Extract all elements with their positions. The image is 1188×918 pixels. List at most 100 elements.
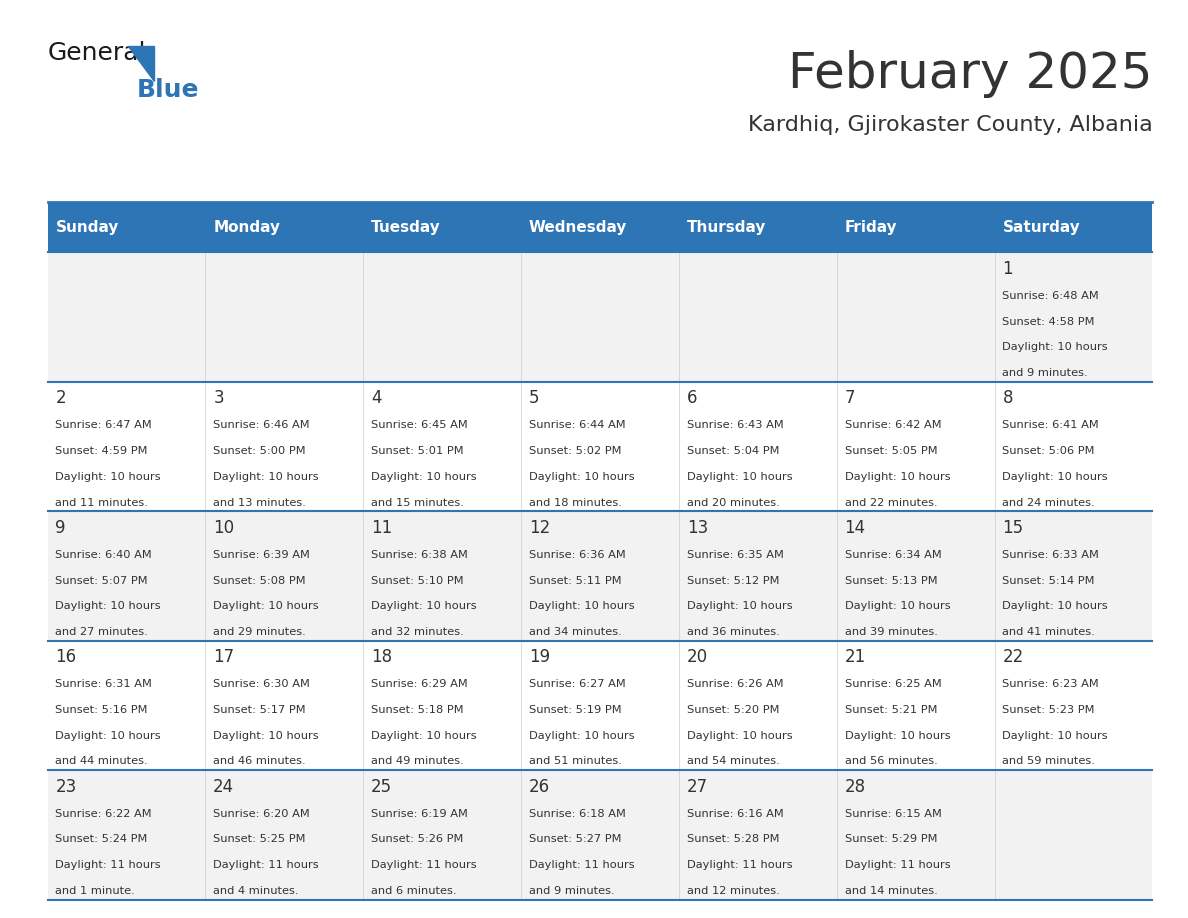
Text: 6: 6 <box>687 389 697 408</box>
Text: Blue: Blue <box>137 78 200 102</box>
Text: 7: 7 <box>845 389 855 408</box>
Text: Sunrise: 6:25 AM: Sunrise: 6:25 AM <box>845 679 941 689</box>
Text: and 32 minutes.: and 32 minutes. <box>371 627 463 637</box>
Text: Sunrise: 6:38 AM: Sunrise: 6:38 AM <box>371 550 468 560</box>
Text: Sunrise: 6:26 AM: Sunrise: 6:26 AM <box>687 679 783 689</box>
Text: Daylight: 11 hours: Daylight: 11 hours <box>845 860 950 870</box>
Text: Sunrise: 6:18 AM: Sunrise: 6:18 AM <box>529 809 626 819</box>
Text: Sunset: 5:14 PM: Sunset: 5:14 PM <box>1003 576 1095 586</box>
FancyBboxPatch shape <box>522 641 678 770</box>
Text: Sunset: 5:06 PM: Sunset: 5:06 PM <box>1003 446 1095 456</box>
Text: 13: 13 <box>687 519 708 537</box>
Text: and 46 minutes.: and 46 minutes. <box>213 756 305 767</box>
FancyBboxPatch shape <box>522 511 678 641</box>
Text: 5: 5 <box>529 389 539 408</box>
Text: and 15 minutes.: and 15 minutes. <box>371 498 465 508</box>
Text: and 51 minutes.: and 51 minutes. <box>529 756 621 767</box>
Text: Sunset: 5:29 PM: Sunset: 5:29 PM <box>845 834 937 845</box>
FancyBboxPatch shape <box>522 770 678 900</box>
FancyBboxPatch shape <box>522 252 678 382</box>
Text: and 36 minutes.: and 36 minutes. <box>687 627 779 637</box>
Text: Sunrise: 6:22 AM: Sunrise: 6:22 AM <box>56 809 152 819</box>
Text: Daylight: 10 hours: Daylight: 10 hours <box>845 601 950 611</box>
Text: Monday: Monday <box>213 219 280 235</box>
Text: Sunrise: 6:45 AM: Sunrise: 6:45 AM <box>371 420 468 431</box>
Text: 15: 15 <box>1003 519 1024 537</box>
Text: Sunrise: 6:34 AM: Sunrise: 6:34 AM <box>845 550 941 560</box>
Text: Daylight: 10 hours: Daylight: 10 hours <box>371 472 476 482</box>
Text: and 44 minutes.: and 44 minutes. <box>56 756 148 767</box>
Text: and 24 minutes.: and 24 minutes. <box>1003 498 1095 508</box>
Text: February 2025: February 2025 <box>788 50 1152 98</box>
Text: Sunset: 5:16 PM: Sunset: 5:16 PM <box>56 705 148 715</box>
Text: Sunset: 5:13 PM: Sunset: 5:13 PM <box>845 576 937 586</box>
Text: Sunrise: 6:36 AM: Sunrise: 6:36 AM <box>529 550 626 560</box>
Text: 16: 16 <box>56 648 76 666</box>
Text: Sunrise: 6:35 AM: Sunrise: 6:35 AM <box>687 550 784 560</box>
Text: Sunrise: 6:42 AM: Sunrise: 6:42 AM <box>845 420 941 431</box>
Text: 10: 10 <box>213 519 234 537</box>
FancyBboxPatch shape <box>994 770 1152 900</box>
Text: Daylight: 10 hours: Daylight: 10 hours <box>56 601 162 611</box>
Text: Daylight: 10 hours: Daylight: 10 hours <box>529 731 634 741</box>
Text: Daylight: 10 hours: Daylight: 10 hours <box>529 601 634 611</box>
Text: Sunset: 5:10 PM: Sunset: 5:10 PM <box>371 576 463 586</box>
Text: Daylight: 10 hours: Daylight: 10 hours <box>213 472 318 482</box>
Text: and 27 minutes.: and 27 minutes. <box>56 627 148 637</box>
Text: Saturday: Saturday <box>1003 219 1080 235</box>
Text: Sunset: 5:17 PM: Sunset: 5:17 PM <box>213 705 305 715</box>
Text: Sunrise: 6:16 AM: Sunrise: 6:16 AM <box>687 809 784 819</box>
Text: and 4 minutes.: and 4 minutes. <box>213 886 298 896</box>
Text: Sunset: 5:12 PM: Sunset: 5:12 PM <box>687 576 779 586</box>
Text: 25: 25 <box>371 778 392 796</box>
Text: Daylight: 10 hours: Daylight: 10 hours <box>213 731 318 741</box>
FancyBboxPatch shape <box>678 382 836 511</box>
Text: and 14 minutes.: and 14 minutes. <box>845 886 937 896</box>
Text: Friday: Friday <box>845 219 897 235</box>
Text: Sunrise: 6:33 AM: Sunrise: 6:33 AM <box>1003 550 1099 560</box>
Text: Sunset: 5:05 PM: Sunset: 5:05 PM <box>845 446 937 456</box>
Text: 17: 17 <box>213 648 234 666</box>
Text: Sunrise: 6:43 AM: Sunrise: 6:43 AM <box>687 420 784 431</box>
Text: Thursday: Thursday <box>687 219 766 235</box>
Text: Sunrise: 6:48 AM: Sunrise: 6:48 AM <box>1003 291 1099 301</box>
FancyBboxPatch shape <box>206 252 364 382</box>
Text: Sunrise: 6:40 AM: Sunrise: 6:40 AM <box>56 550 152 560</box>
FancyBboxPatch shape <box>48 382 206 511</box>
Text: 2: 2 <box>56 389 67 408</box>
Text: and 18 minutes.: and 18 minutes. <box>529 498 621 508</box>
Text: Wednesday: Wednesday <box>529 219 627 235</box>
Text: 11: 11 <box>371 519 392 537</box>
Text: and 9 minutes.: and 9 minutes. <box>529 886 614 896</box>
Text: Daylight: 11 hours: Daylight: 11 hours <box>371 860 476 870</box>
Text: and 22 minutes.: and 22 minutes. <box>845 498 937 508</box>
Text: Daylight: 10 hours: Daylight: 10 hours <box>529 472 634 482</box>
FancyBboxPatch shape <box>522 382 678 511</box>
Text: and 41 minutes.: and 41 minutes. <box>1003 627 1095 637</box>
Text: and 20 minutes.: and 20 minutes. <box>687 498 779 508</box>
FancyBboxPatch shape <box>994 511 1152 641</box>
Text: Sunday: Sunday <box>56 219 119 235</box>
Text: Sunset: 5:08 PM: Sunset: 5:08 PM <box>213 576 305 586</box>
FancyBboxPatch shape <box>206 511 364 641</box>
Text: Sunset: 5:02 PM: Sunset: 5:02 PM <box>529 446 621 456</box>
FancyBboxPatch shape <box>48 252 206 382</box>
Text: Sunrise: 6:30 AM: Sunrise: 6:30 AM <box>213 679 310 689</box>
Text: Sunset: 5:25 PM: Sunset: 5:25 PM <box>213 834 305 845</box>
Text: and 34 minutes.: and 34 minutes. <box>529 627 621 637</box>
Text: Daylight: 10 hours: Daylight: 10 hours <box>56 731 162 741</box>
Text: Daylight: 10 hours: Daylight: 10 hours <box>1003 731 1108 741</box>
Text: 24: 24 <box>213 778 234 796</box>
Text: Sunrise: 6:27 AM: Sunrise: 6:27 AM <box>529 679 626 689</box>
Text: Daylight: 10 hours: Daylight: 10 hours <box>56 472 162 482</box>
FancyBboxPatch shape <box>994 202 1152 252</box>
FancyBboxPatch shape <box>994 641 1152 770</box>
FancyBboxPatch shape <box>678 641 836 770</box>
Text: 18: 18 <box>371 648 392 666</box>
FancyBboxPatch shape <box>364 202 522 252</box>
Text: Sunrise: 6:19 AM: Sunrise: 6:19 AM <box>371 809 468 819</box>
Text: and 39 minutes.: and 39 minutes. <box>845 627 937 637</box>
Text: 3: 3 <box>213 389 223 408</box>
Text: 26: 26 <box>529 778 550 796</box>
Text: and 1 minute.: and 1 minute. <box>56 886 135 896</box>
